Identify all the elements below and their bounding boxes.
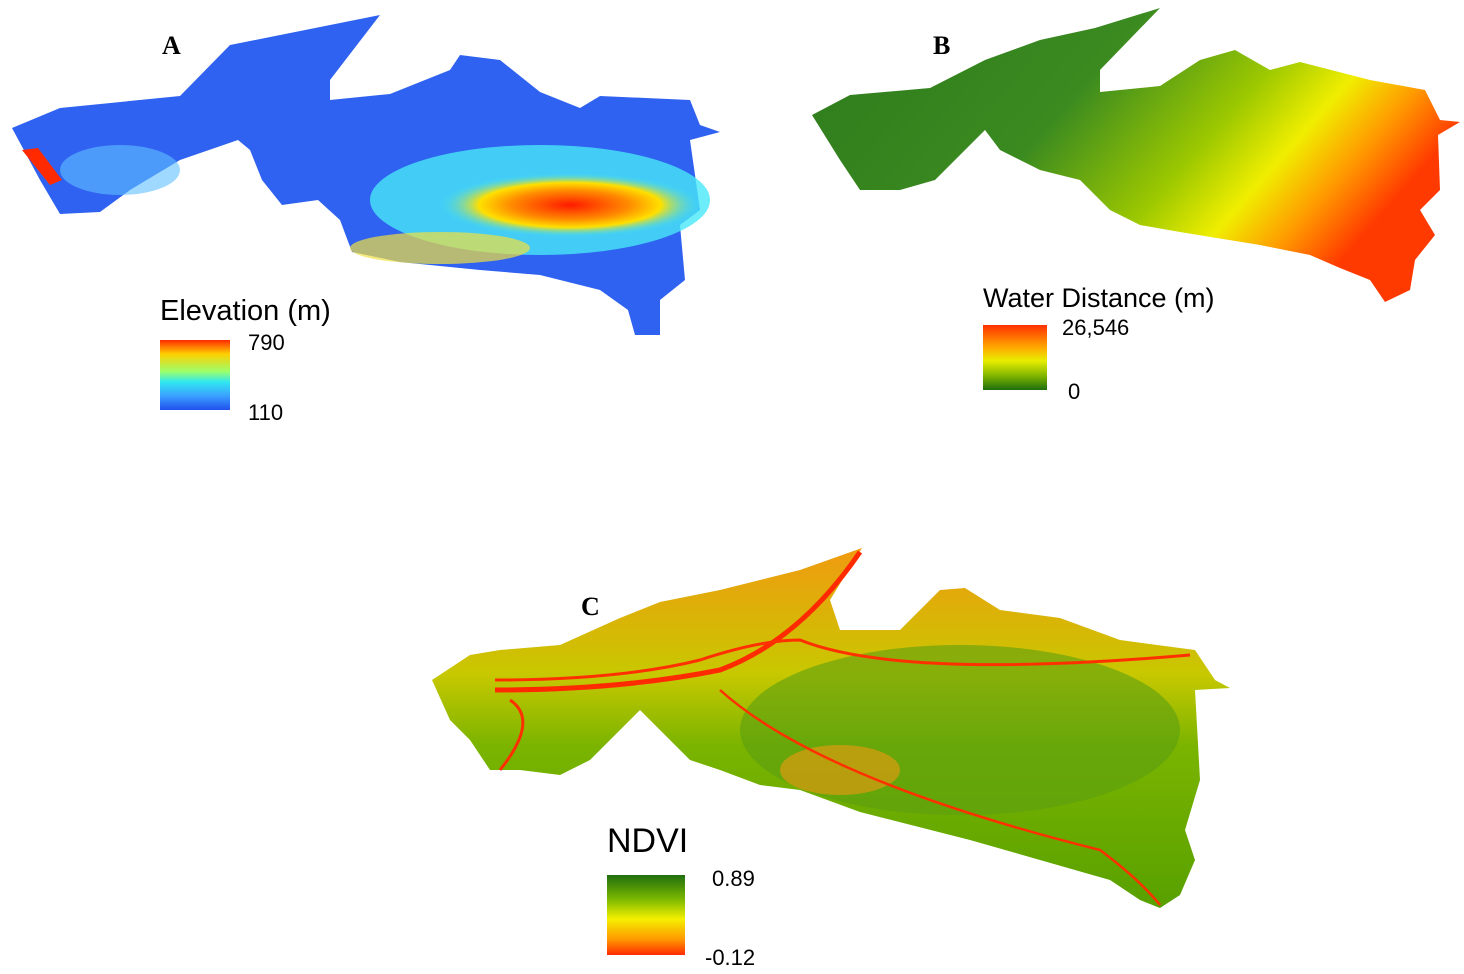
legend-min: 110	[248, 400, 283, 425]
figure: A B C Elevation (m) 790 110 Water Distan…	[0, 0, 1464, 974]
ndvi-map	[432, 548, 1230, 908]
legend-title: Water Distance (m)	[983, 283, 1215, 313]
panel-label: B	[933, 31, 950, 60]
elevation-map	[12, 15, 720, 335]
legend-colorbar	[607, 875, 685, 955]
legend-max: 0.89	[712, 866, 755, 891]
legend-colorbar	[983, 325, 1047, 390]
legend-min: -0.12	[705, 945, 755, 970]
legend-colorbar	[160, 340, 230, 410]
legend-max: 790	[248, 330, 285, 355]
panel-label: A	[162, 31, 181, 60]
legend-max: 26,546	[1062, 315, 1129, 340]
legend-title: NDVI	[607, 822, 688, 860]
water-distance-map	[812, 8, 1460, 302]
legend-title: Elevation (m)	[160, 295, 331, 327]
panel-label: C	[581, 592, 600, 621]
legend-min: 0	[1068, 379, 1080, 404]
